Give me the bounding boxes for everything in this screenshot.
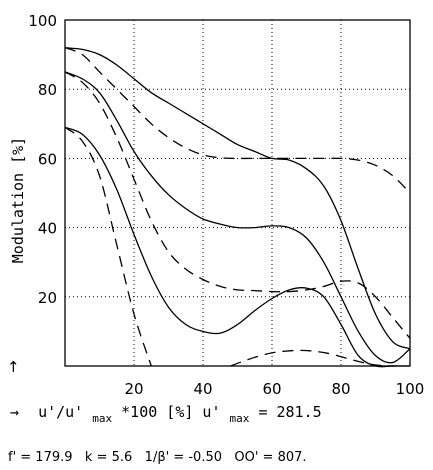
series-line-4 — [64, 71, 411, 339]
x-axis-label-sub2: max — [230, 412, 250, 425]
series-group — [64, 47, 411, 368]
x-tick-label: 80 — [331, 380, 350, 398]
x-tick-label: 20 — [124, 380, 143, 398]
x-axis-label-suffix: = 281.5 — [258, 403, 321, 421]
series-line-7 — [230, 349, 397, 367]
y-axis-arrow: ↑ — [7, 358, 20, 376]
tick-labels: 20 40 60 80 100 20 40 60 80 100 — [28, 12, 424, 398]
series-line-1 — [64, 47, 411, 350]
x-axis-label-sub: max — [92, 412, 112, 425]
y-axis-label: Modulation [%] — [9, 137, 27, 263]
grid — [65, 20, 410, 366]
x-axis-arrow: → — [10, 403, 19, 421]
series-line-5 — [64, 126, 410, 368]
x-axis-label-mid: *100 [%] u' — [121, 403, 220, 421]
plot-frame — [64, 19, 411, 367]
series-line-3 — [64, 71, 411, 364]
x-tick-label: 60 — [262, 380, 281, 398]
footer-parameters: f' = 179.9 k = 5.6 1/β' = -0.50 OO' = 80… — [8, 450, 307, 465]
y-tick-label: 20 — [38, 289, 57, 307]
y-tick-label: 80 — [38, 81, 57, 99]
x-tick-label: 40 — [193, 380, 212, 398]
y-tick-label: 100 — [28, 12, 57, 30]
x-axis-label-prefix: u'/u' — [38, 403, 83, 421]
y-tick-label: 40 — [38, 220, 57, 238]
series-line-2 — [64, 47, 411, 194]
x-tick-label: 100 — [396, 380, 425, 398]
y-tick-label: 60 — [38, 150, 57, 168]
series-line-6 — [64, 126, 152, 367]
x-axis-label: → u'/u' max *100 [%] u' max = 281.5 — [10, 403, 322, 426]
